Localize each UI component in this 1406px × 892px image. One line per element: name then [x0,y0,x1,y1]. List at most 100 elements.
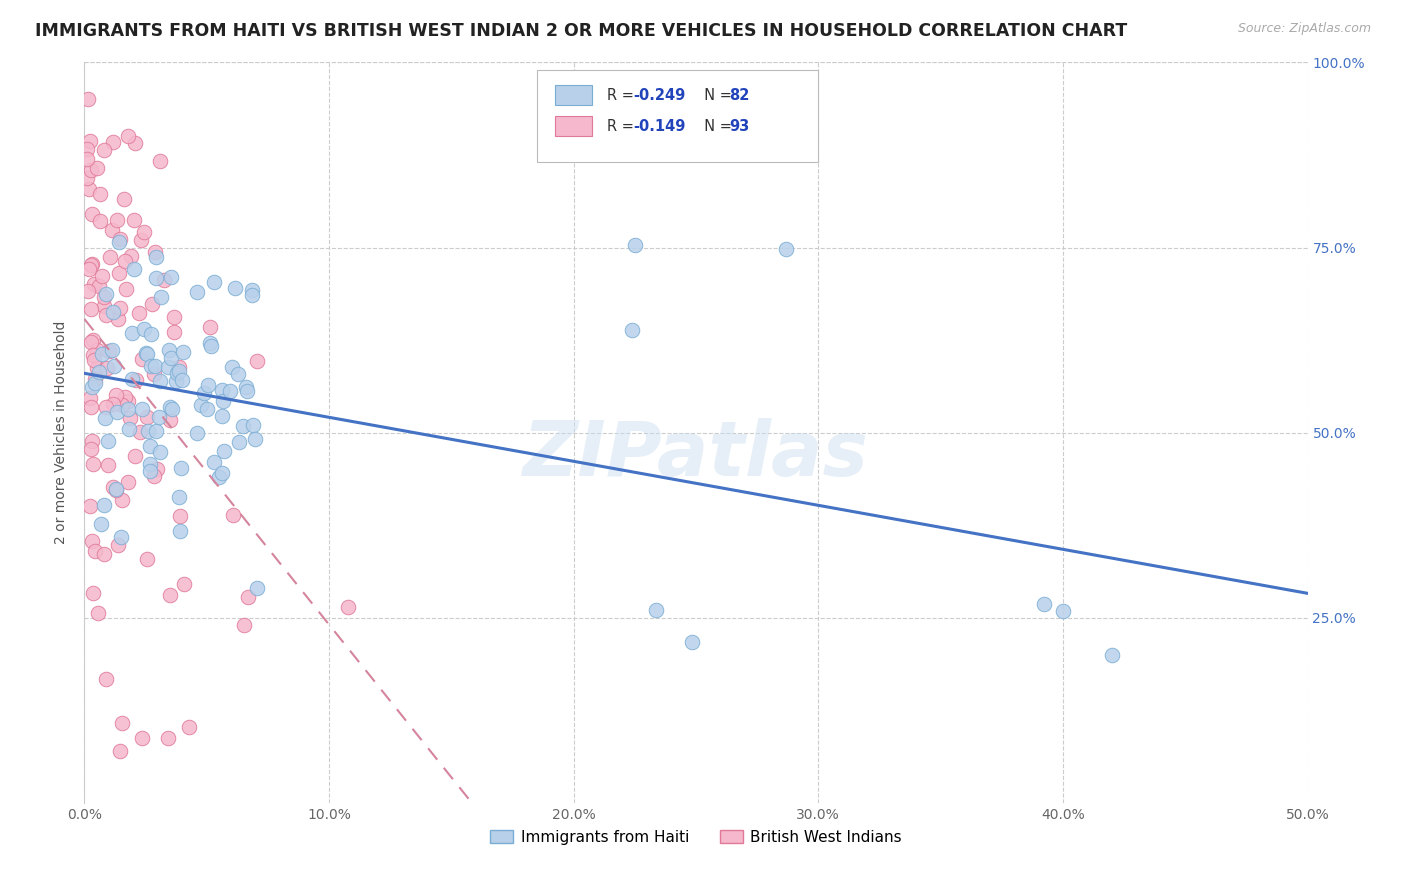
Point [82,533,104,548]
Point [131,731,153,746]
Point [86,161,108,176]
Bar [555,85,592,105]
Point [135,347,157,361]
Point [1052,604,1074,618]
Point [242,417,264,432]
Point [236,591,259,605]
Point [1033,597,1056,611]
Point [160,270,183,285]
Point [236,384,259,398]
Point [166,366,188,380]
Point [93,143,115,157]
Point [128,305,150,319]
Point [107,537,129,551]
Point [86,343,108,358]
Point [89,213,111,227]
Point [232,617,254,632]
Point [132,322,155,336]
Point [160,402,183,417]
Point [76,152,98,166]
Point [132,225,155,239]
Point [79,391,101,405]
Point [177,720,200,734]
Text: IMMIGRANTS FROM HAITI VS BRITISH WEST INDIAN 2 OR MORE VEHICLES IN HOUSEHOLD COR: IMMIGRANTS FROM HAITI VS BRITISH WEST IN… [35,22,1128,40]
Point [118,410,141,425]
Point [108,235,131,250]
Point [145,271,167,285]
Point [114,254,136,268]
Point [115,282,138,296]
Point [240,288,263,302]
Point [79,134,101,148]
Point [145,424,167,438]
Point [108,744,131,758]
Point [93,290,115,304]
Text: -0.149: -0.149 [634,119,686,134]
Point [228,368,250,382]
Point [170,461,193,475]
Point [105,213,128,227]
Point [82,348,104,362]
Point [232,419,254,434]
Point [101,223,124,237]
Point [146,461,169,475]
Point [122,262,145,277]
Point [143,469,166,483]
Point [170,373,193,387]
Point [172,344,194,359]
Point [110,531,132,545]
Point [143,244,166,259]
Point [165,375,187,389]
Point [163,310,186,325]
Point [1101,648,1123,662]
Point [117,475,139,489]
Point [156,359,179,374]
Point [131,351,153,366]
Bar [555,116,592,136]
Point [149,444,172,458]
Point [93,299,115,313]
Y-axis label: 2 or more Vehicles in Household: 2 or more Vehicles in Household [55,321,69,544]
Point [163,325,186,339]
Text: 93: 93 [728,119,749,134]
Point [246,354,269,368]
Point [156,731,179,745]
Point [84,372,107,386]
Point [173,576,195,591]
Point [149,374,172,388]
Point [198,335,221,350]
Point [222,508,245,522]
Point [105,388,128,402]
Point [117,401,139,416]
Point [212,443,235,458]
Point [101,480,124,494]
Point [80,162,103,177]
Point [246,581,269,595]
Point [111,398,134,412]
Point [111,716,134,731]
Point [80,257,103,271]
Point [77,284,100,298]
Point [117,129,139,144]
Point [186,285,208,299]
Point [96,458,118,473]
Point [101,305,124,319]
Point [240,283,263,297]
Point [211,467,233,481]
Point [167,364,190,378]
Point [125,373,148,387]
Point [120,249,142,263]
Point [89,279,111,293]
Point [200,338,222,352]
Point [94,308,117,322]
Point [624,238,647,252]
Point [90,347,112,361]
Point [80,442,103,456]
Point [104,483,127,497]
Point [211,409,233,423]
Point [211,383,233,397]
Point [82,586,104,600]
Point [139,359,162,373]
Point [160,351,183,365]
Point [101,397,124,411]
